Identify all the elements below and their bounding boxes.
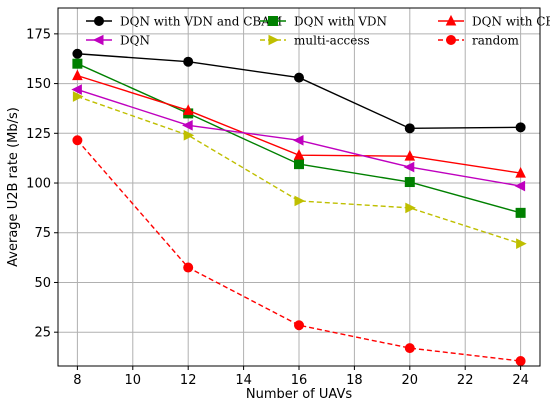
data-point: [294, 159, 304, 170]
legend-marker: [92, 34, 104, 46]
legend-marker: [94, 16, 104, 26]
series-dqn: [71, 84, 526, 192]
data-point: [294, 72, 304, 83]
data-point: [182, 104, 194, 115]
data-point: [403, 161, 415, 173]
legend-label: DQN with CBAM: [472, 15, 550, 29]
x-tick-label: 18: [346, 373, 363, 388]
legend-label: random: [472, 34, 520, 48]
y-tick-label: 25: [34, 326, 51, 341]
grid-lines: [58, 8, 540, 366]
data-point: [515, 356, 526, 367]
axis-ticks: 8 10 12 14 16 18 20 22 24 25 50 75 100 125 150 175: [26, 27, 529, 388]
data-point: [294, 320, 304, 331]
legend-item: DQN with VDN and CBAM: [86, 15, 282, 29]
data-point: [71, 84, 82, 95]
x-tick-label: 12: [180, 373, 197, 388]
data-point: [183, 129, 195, 141]
legend-item: DQN: [86, 34, 150, 48]
data-point: [514, 180, 526, 192]
legend-marker: [445, 14, 457, 26]
data-point: [405, 202, 416, 214]
legend-marker: [268, 16, 278, 26]
y-tick-label: 75: [34, 226, 51, 241]
legend: DQN with VDN and CBAM DQN with VDN DQN wit…: [86, 15, 550, 48]
series-line: [77, 95, 521, 245]
x-tick-label: 22: [457, 373, 474, 388]
data-point: [72, 58, 83, 69]
y-tick-label: 150: [26, 77, 51, 92]
data-point: [515, 166, 526, 178]
x-tick-label: 8: [73, 373, 81, 388]
y-axis-title: Average U2B rate (Mb/s): [6, 107, 21, 267]
data-point: [72, 69, 83, 81]
data-point: [404, 150, 416, 161]
data-point: [72, 135, 83, 146]
series-line: [76, 139, 521, 362]
data-point: [293, 149, 305, 160]
series-random: [72, 135, 526, 367]
data-point: [515, 207, 526, 218]
data-point: [72, 91, 84, 102]
data-point: [516, 238, 527, 249]
data-point: [294, 195, 306, 207]
data-point: [292, 134, 304, 146]
legend-label: DQN with VDN: [294, 15, 387, 29]
legend-marker: [268, 34, 280, 46]
series-multi-access: [72, 91, 527, 249]
legend-item: multi-access: [260, 34, 370, 48]
legend-item: DQN with CBAM: [438, 15, 550, 29]
x-tick-label: 16: [291, 373, 308, 388]
data-point: [404, 177, 415, 188]
legend-marker: [446, 35, 456, 45]
x-tick-label: 24: [512, 373, 529, 388]
data-point: [72, 48, 83, 59]
legend-label: DQN with VDN and CBAM: [120, 15, 282, 29]
data-point: [515, 122, 526, 133]
data-point: [183, 262, 194, 273]
data-point: [183, 56, 194, 67]
legend-item: DQN with VDN: [260, 15, 387, 29]
x-tick-label: 20: [402, 373, 419, 388]
x-axis-title: Number of UAVs: [246, 387, 352, 402]
data-point: [404, 343, 415, 354]
x-tick-label: 10: [125, 373, 142, 388]
y-tick-label: 100: [26, 177, 51, 192]
series-dqn-with-vdn-and-cbam: [72, 48, 526, 134]
y-tick-label: 50: [34, 276, 51, 291]
legend-label: multi-access: [294, 34, 370, 48]
data-point: [404, 123, 415, 134]
series-dqn-with-cbam: [72, 69, 526, 178]
y-tick-label: 175: [26, 27, 51, 42]
data-point: [182, 120, 193, 131]
legend-item: random: [438, 34, 520, 48]
series-layer: [71, 48, 527, 367]
legend-label: DQN: [120, 34, 150, 48]
x-tick-label: 14: [235, 373, 252, 388]
y-tick-label: 125: [26, 127, 51, 142]
